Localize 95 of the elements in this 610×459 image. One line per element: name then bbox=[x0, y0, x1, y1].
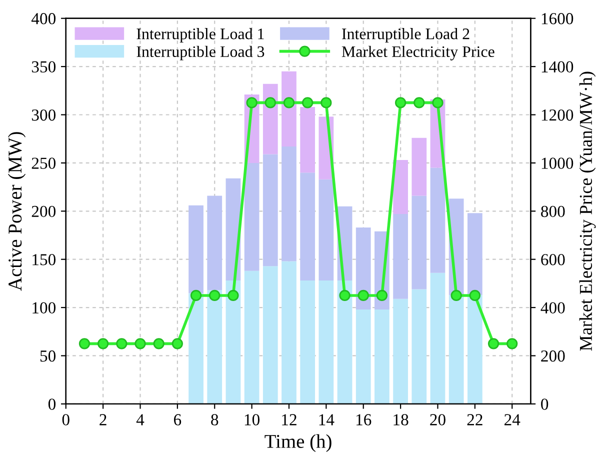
bar bbox=[207, 290, 222, 404]
bar bbox=[226, 280, 241, 404]
point bbox=[116, 338, 128, 350]
y2-tick-label: 600 bbox=[541, 254, 565, 266]
bar bbox=[282, 71, 296, 147]
bar bbox=[188, 293, 204, 404]
bar bbox=[282, 146, 296, 262]
x-tick-label: 16 bbox=[356, 414, 372, 426]
y2-tick-label: 0 bbox=[541, 398, 548, 410]
bar bbox=[430, 168, 446, 273]
point bbox=[153, 338, 164, 350]
bar bbox=[374, 309, 390, 404]
bar bbox=[393, 160, 408, 214]
point bbox=[209, 290, 220, 302]
x-tick-label: 22 bbox=[467, 414, 482, 426]
point bbox=[506, 338, 518, 350]
x-tick-label: 8 bbox=[211, 414, 218, 426]
bar bbox=[244, 162, 260, 271]
point bbox=[488, 338, 500, 350]
bar bbox=[188, 205, 204, 294]
bar bbox=[262, 84, 278, 154]
y2-tick-label: 200 bbox=[541, 350, 565, 362]
bar bbox=[318, 280, 334, 404]
bar bbox=[393, 298, 408, 404]
bar bbox=[337, 280, 352, 404]
y-tick-label: 300 bbox=[32, 109, 56, 121]
bar bbox=[467, 295, 482, 404]
point bbox=[432, 97, 444, 108]
y2-tick-label: 1400 bbox=[542, 61, 574, 72]
y2-tick-label: 800 bbox=[541, 206, 565, 218]
x-tick-label: 0 bbox=[62, 414, 70, 426]
x-tick-label: 4 bbox=[136, 414, 144, 426]
point bbox=[414, 97, 425, 108]
legend-label: Market Electricity Price bbox=[342, 46, 494, 60]
y-tick-label: 100 bbox=[32, 302, 56, 314]
bar bbox=[412, 138, 427, 196]
point bbox=[190, 290, 202, 302]
x-axis-title: Time (h) bbox=[264, 434, 332, 452]
point bbox=[320, 97, 332, 108]
point bbox=[264, 97, 276, 108]
point bbox=[246, 97, 258, 108]
y-tick-label: 350 bbox=[32, 61, 56, 72]
bar bbox=[262, 266, 278, 404]
point bbox=[283, 97, 295, 108]
x-tick-label: 12 bbox=[282, 414, 296, 426]
y-tick-label: 50 bbox=[40, 350, 56, 362]
x-tick-label: 18 bbox=[394, 414, 408, 426]
point bbox=[172, 338, 183, 350]
bar bbox=[262, 154, 278, 266]
y-tick-label: 200 bbox=[32, 206, 56, 218]
point bbox=[358, 290, 369, 302]
y-tick-label: 250 bbox=[32, 158, 56, 169]
point bbox=[339, 290, 350, 302]
bar bbox=[448, 295, 464, 404]
x-tick-label: 6 bbox=[174, 414, 182, 426]
y-tick-label: 0 bbox=[48, 398, 56, 410]
bar bbox=[300, 280, 316, 404]
legend-label: Interruptible Load 1 bbox=[136, 28, 264, 43]
bar bbox=[393, 214, 408, 299]
point bbox=[376, 290, 388, 302]
bar bbox=[244, 270, 260, 404]
bar bbox=[300, 172, 316, 281]
x-tick-label: 2 bbox=[100, 414, 106, 426]
point bbox=[78, 338, 90, 350]
point bbox=[394, 97, 406, 108]
bar bbox=[318, 179, 334, 281]
y2-tick-label: 1600 bbox=[542, 13, 574, 24]
bar bbox=[430, 272, 446, 404]
point bbox=[450, 290, 462, 302]
y-tick-label: 400 bbox=[31, 13, 56, 24]
bar bbox=[467, 213, 482, 295]
x-tick-label: 24 bbox=[504, 414, 520, 426]
point bbox=[98, 338, 109, 350]
x-tick-label: 20 bbox=[430, 414, 446, 426]
x-tick-label: 14 bbox=[319, 414, 334, 426]
legend-label: Interruptible Load 2 bbox=[342, 28, 470, 43]
point bbox=[228, 290, 239, 302]
y2-axis-title: Market Electricity Price (Yuan/MW·h) bbox=[579, 72, 596, 351]
bar bbox=[412, 196, 427, 290]
point bbox=[302, 97, 314, 108]
bar bbox=[300, 107, 316, 173]
y-tick-label: 150 bbox=[32, 254, 56, 266]
bar bbox=[356, 228, 371, 310]
bar bbox=[282, 261, 296, 404]
y2-tick-label: 1000 bbox=[542, 158, 574, 169]
y-axis-title: Active Power (MW) bbox=[8, 132, 26, 291]
legend-label: Interruptible Load 3 bbox=[136, 46, 264, 60]
bar bbox=[356, 309, 371, 404]
bar bbox=[412, 289, 427, 404]
y2-tick-label: 400 bbox=[540, 302, 565, 314]
bar bbox=[207, 196, 222, 290]
point bbox=[134, 338, 146, 350]
x-tick-label: 10 bbox=[244, 414, 260, 426]
y2-tick-label: 1200 bbox=[542, 109, 574, 121]
point bbox=[469, 290, 480, 302]
